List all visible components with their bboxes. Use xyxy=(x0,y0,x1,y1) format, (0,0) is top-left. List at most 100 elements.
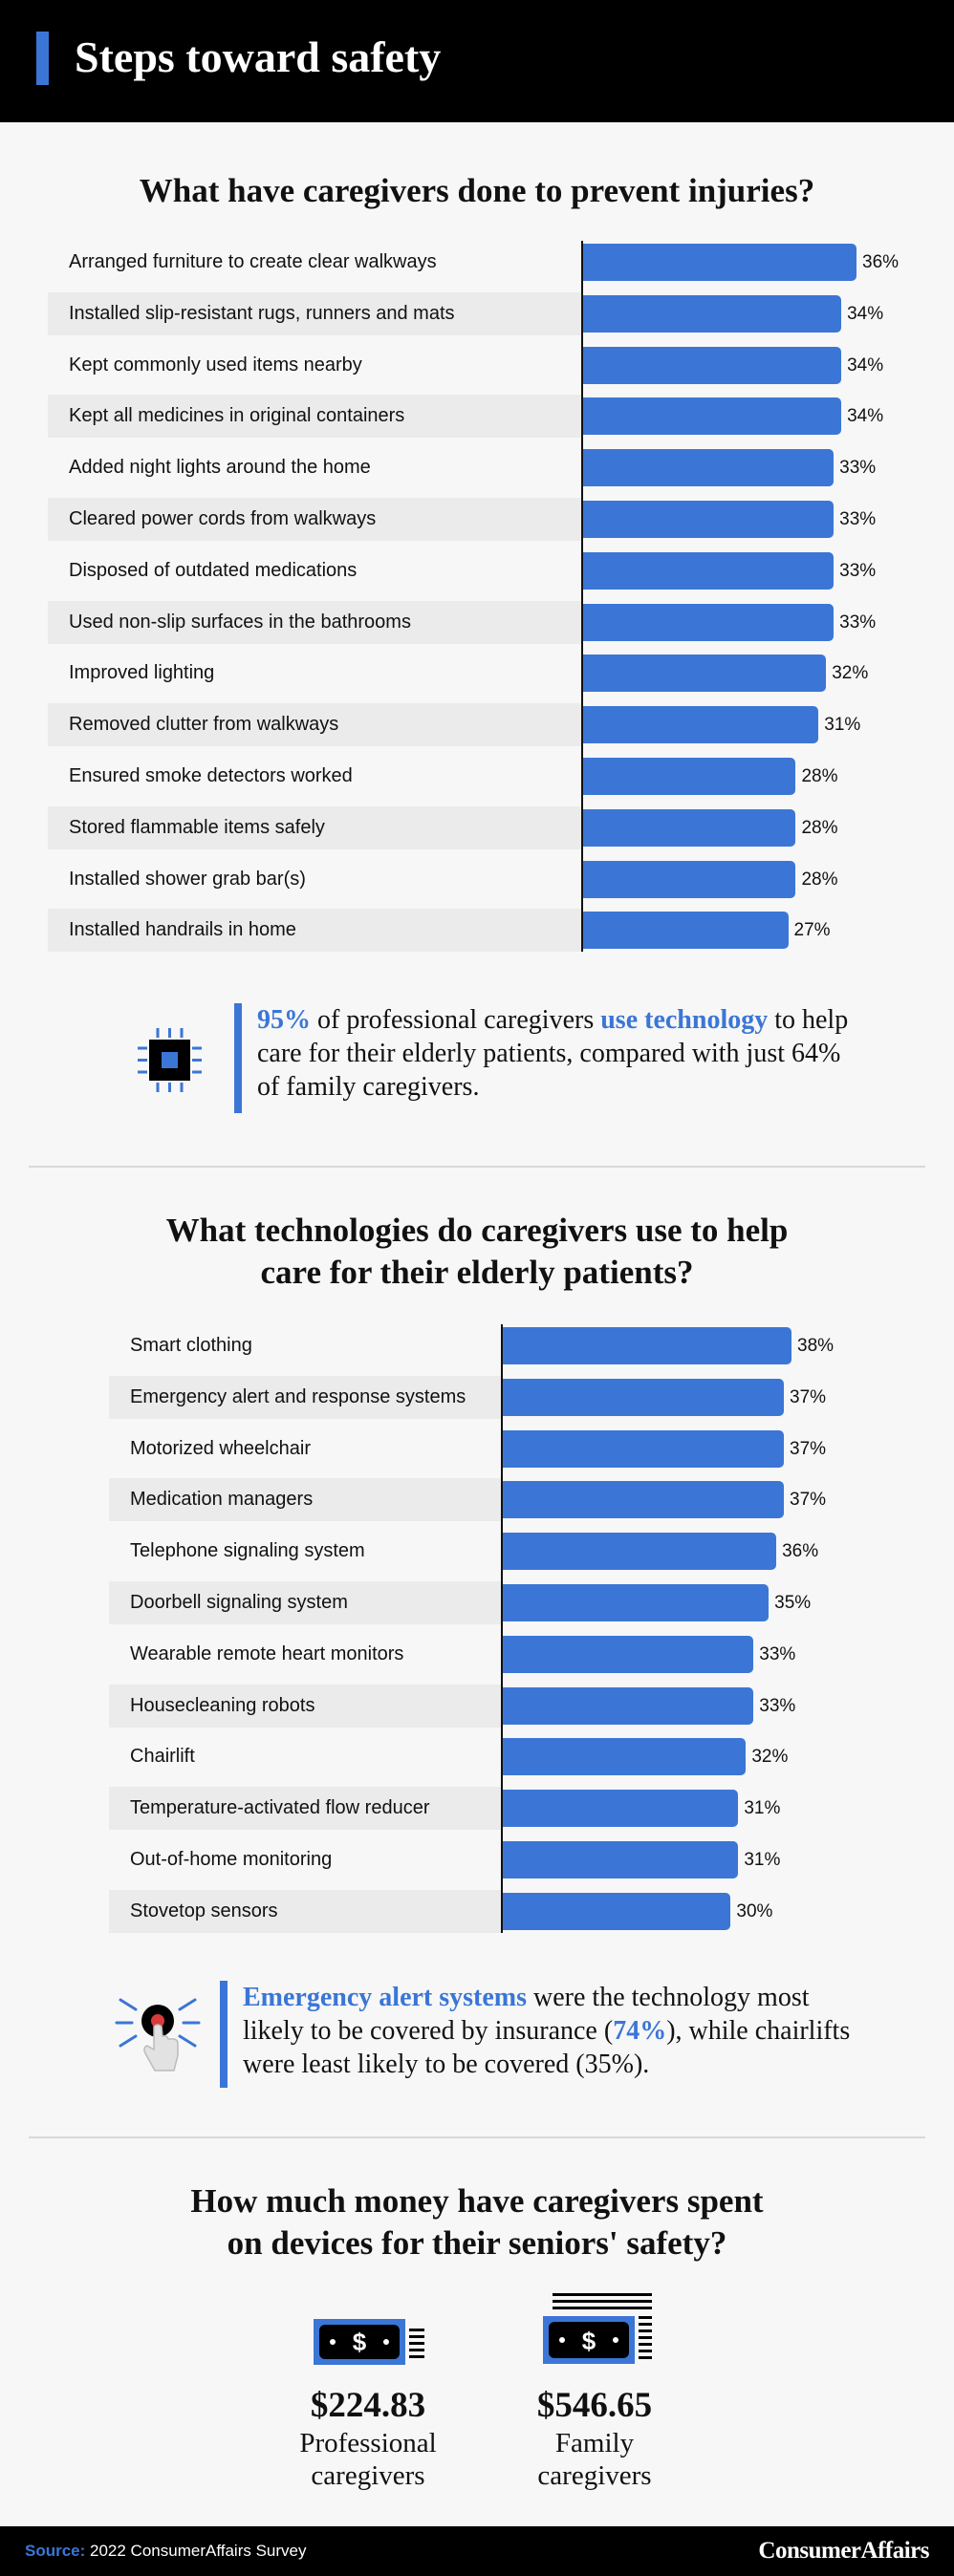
chart-row: Housecleaning robots 33% xyxy=(109,1684,795,1728)
value-label: 34% xyxy=(847,354,884,376)
section3-title-line2: on devices for their seniors' safety? xyxy=(227,2224,727,2262)
axis-line xyxy=(501,1324,503,1933)
chart-row: Installed shower grab bar(s) 28% xyxy=(48,858,837,901)
bar xyxy=(503,1481,785,1519)
value-label: 36% xyxy=(782,1541,819,1562)
chart-row: Removed clutter from walkways 31% xyxy=(48,703,860,747)
section3-title-line1: How much money have caregivers spent xyxy=(190,2182,764,2220)
chart-row: Ensured smoke detectors worked 28% xyxy=(48,755,837,798)
chart-row: Medication managers 37% xyxy=(109,1478,826,1522)
value-label: 37% xyxy=(790,1438,827,1459)
alarm-button-icon xyxy=(115,1998,201,2072)
value-label: 36% xyxy=(862,252,900,272)
bar xyxy=(583,808,796,847)
chart-row: Emergency alert and response systems 37% xyxy=(109,1375,826,1419)
value-label: 32% xyxy=(751,1747,789,1768)
value-label: 33% xyxy=(839,458,877,479)
chart-row: Temperature-activated flow reducer 31% xyxy=(109,1787,780,1831)
chart-row: Kept commonly used items nearby 34% xyxy=(48,344,883,387)
category-label: Chairlift xyxy=(130,1746,195,1768)
chart-row: Installed slip-resistant rugs, runners a… xyxy=(48,291,883,335)
footer-bar: Source: 2022 ConsumerAffairs Survey Cons… xyxy=(0,2526,954,2576)
family-spend: $546.65 Family caregivers xyxy=(499,2385,690,2492)
family-amount: $546.65 xyxy=(536,2386,653,2425)
category-label: Removed clutter from walkways xyxy=(69,714,339,736)
bar xyxy=(583,244,856,281)
bar xyxy=(503,1533,777,1571)
category-label: Motorized wheelchair xyxy=(130,1437,311,1459)
category-label: Medication managers xyxy=(130,1489,314,1511)
value-label: 35% xyxy=(774,1593,812,1613)
chart-row: Improved lighting 32% xyxy=(48,652,868,695)
section2-title-line1: What technologies do caregivers use to h… xyxy=(165,1212,789,1249)
microchip-icon xyxy=(138,1028,202,1092)
section-divider xyxy=(29,1166,925,1168)
chart-row: Doorbell signaling system 35% xyxy=(109,1581,811,1624)
value-label: 27% xyxy=(793,920,831,941)
value-label: 33% xyxy=(759,1695,796,1716)
value-label: 33% xyxy=(759,1643,796,1664)
bar xyxy=(583,294,842,333)
category-label: Disposed of outdated medications xyxy=(69,559,358,581)
category-label: Doorbell signaling system xyxy=(130,1592,348,1613)
bar xyxy=(503,1378,785,1416)
category-label: Kept commonly used items nearby xyxy=(69,354,362,376)
bar xyxy=(583,912,789,950)
category-label: Housecleaning robots xyxy=(130,1694,315,1716)
svg-text:$: $ xyxy=(353,2328,367,2356)
category-label: Out-of-home monitoring xyxy=(130,1849,333,1870)
professional-label-line2: caregivers xyxy=(311,2460,425,2491)
category-label: Emergency alert and response systems xyxy=(130,1385,466,1407)
value-label: 37% xyxy=(790,1490,827,1511)
chart-row: Telephone signaling system 36% xyxy=(109,1530,818,1573)
page-title: Steps toward safety xyxy=(75,32,442,81)
bar xyxy=(583,860,796,898)
svg-text:$: $ xyxy=(582,2327,596,2355)
bar xyxy=(583,706,819,744)
callout-accent-bar xyxy=(234,1003,242,1113)
chart-row: Cleared power cords from walkways 33% xyxy=(48,498,876,541)
category-label: Added night lights around the home xyxy=(69,457,371,479)
category-label: Temperature-activated flow reducer xyxy=(130,1797,430,1819)
category-label: Installed handrails in home xyxy=(69,919,296,941)
chart-row: Stovetop sensors 30% xyxy=(109,1889,772,1933)
category-label: Cleared power cords from walkways xyxy=(69,508,377,529)
chart-row: Out-of-home monitoring 31% xyxy=(109,1838,780,1881)
header-bar: Steps toward safety xyxy=(0,0,954,122)
callout-text: Emergency alert systems were the technol… xyxy=(243,1983,851,2079)
bar xyxy=(503,1584,770,1621)
bar xyxy=(583,655,827,693)
value-label: 31% xyxy=(824,715,861,736)
source-note: Source: 2022 ConsumerAffairs Survey xyxy=(25,2542,307,2560)
technology-use-chart: Smart clothing 38% Emergency alert and res… xyxy=(109,1324,845,1936)
value-label: 33% xyxy=(839,560,877,581)
value-label: 33% xyxy=(839,509,877,529)
category-label: Wearable remote heart monitors xyxy=(130,1642,404,1664)
technology-callout: 95% of professional caregivers use techn… xyxy=(134,1003,860,1113)
category-label: Used non-slip surfaces in the bathrooms xyxy=(69,611,411,633)
bar xyxy=(503,1892,731,1930)
value-label: 28% xyxy=(801,817,838,838)
bar xyxy=(583,758,796,795)
bar xyxy=(583,346,842,384)
category-label: Stovetop sensors xyxy=(130,1900,278,1921)
injury-prevention-chart: Arranged furniture to create clear walkw… xyxy=(48,241,906,957)
value-label: 31% xyxy=(744,1850,781,1870)
value-label: 34% xyxy=(847,303,884,324)
chart-row: Installed handrails in home 27% xyxy=(48,909,831,953)
section2-title-line2: care for their elderly patients? xyxy=(260,1254,694,1291)
value-label: 37% xyxy=(790,1386,827,1407)
bar xyxy=(503,1327,791,1364)
category-label: Arranged furniture to create clear walkw… xyxy=(69,251,437,272)
bar xyxy=(583,449,835,487)
value-label: 30% xyxy=(736,1900,773,1921)
family-label-line1: Family xyxy=(554,2428,635,2458)
bar xyxy=(583,501,835,538)
value-label: 31% xyxy=(744,1798,781,1819)
chart-row: Smart clothing 38% xyxy=(109,1324,834,1367)
value-label: 34% xyxy=(847,406,884,427)
value-label: 32% xyxy=(832,663,869,684)
value-label: 28% xyxy=(801,766,838,786)
bar xyxy=(583,551,835,590)
section1-title: What have caregivers done to prevent inj… xyxy=(139,172,815,209)
